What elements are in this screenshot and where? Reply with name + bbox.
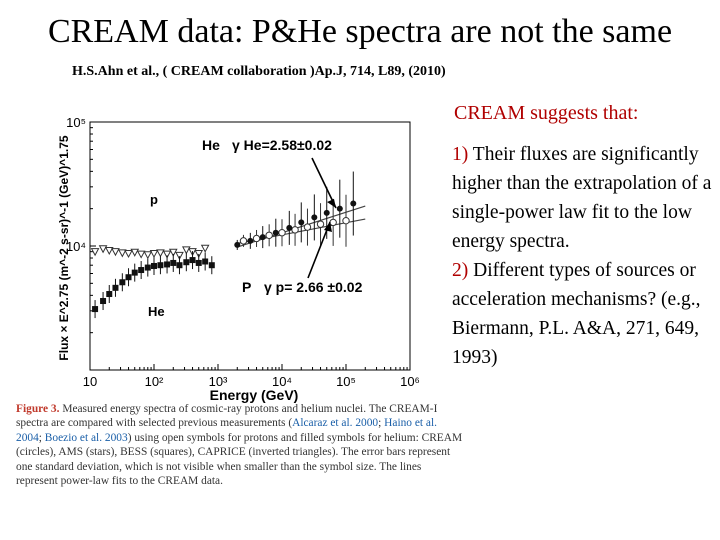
data-point-he-cream xyxy=(234,241,241,248)
series-p-label: p xyxy=(150,192,158,207)
point-2: 2) Different types of sources or acceler… xyxy=(452,256,714,372)
p-gamma-label: γ p= 2.66 ±0.02 xyxy=(264,279,363,295)
he-label: He xyxy=(202,137,220,153)
flux-chart: 10 10² 10³ 10⁴ 10⁵ 10⁶ 10⁵ 10⁴ Flux × E^2.75 (… xyxy=(14,108,424,408)
data-point-he-cream xyxy=(259,234,266,241)
he-arrow-head xyxy=(327,199,336,208)
x-tick-label: 10² xyxy=(145,374,164,389)
data-point-p xyxy=(130,248,140,257)
data-point-p-cream xyxy=(278,229,286,237)
data-point-he-cream xyxy=(323,209,330,216)
point-1: 1) Their fluxes are significantly higher… xyxy=(452,140,714,256)
x-tick-label: 10 xyxy=(83,374,97,389)
p-arrow-head xyxy=(324,222,332,232)
data-point-p xyxy=(188,248,197,257)
data-point-he-cream xyxy=(286,224,293,231)
y-tick-label: 10⁵ xyxy=(66,115,86,130)
data-point-p xyxy=(181,246,191,255)
data-point-p-cream xyxy=(303,223,312,231)
data-point-p xyxy=(117,249,127,258)
x-tick-label: 10⁴ xyxy=(272,374,292,389)
data-point-p xyxy=(162,250,172,259)
data-point-p-cream xyxy=(316,220,325,228)
data-point-p xyxy=(111,248,120,257)
data-point-p xyxy=(90,248,100,257)
data-point-p-cream xyxy=(291,226,299,234)
point-1-number: 1) xyxy=(452,144,469,165)
data-point-p-cream xyxy=(252,234,261,243)
data-point-p xyxy=(104,246,114,256)
x-tick-label: 10⁶ xyxy=(400,374,420,389)
data-point-p-cream xyxy=(265,231,273,239)
data-point-p xyxy=(149,249,159,259)
figure-caption: Figure 3. Measured energy spectra of cos… xyxy=(16,402,464,488)
x-tick-label: 10³ xyxy=(209,374,228,389)
caption-sep-2: ; xyxy=(38,431,45,444)
caption-text-1: Measured energy spectra of cosmic-ray pr… xyxy=(16,403,438,430)
data-point-p xyxy=(136,250,146,259)
right-heading: CREAM suggests that: xyxy=(454,102,639,124)
caption-ref-1[interactable]: Alcaraz et al. 2000 xyxy=(292,417,379,430)
he-gamma-label: γ He=2.58±0.02 xyxy=(232,137,332,153)
y-axis-label: Flux × E^2.75 (m^-2 s-sr)^-1 (GeV)^1.75 xyxy=(57,135,71,360)
caption-sep-1: ; xyxy=(378,417,385,430)
data-point-p xyxy=(143,251,153,260)
right-body: 1) Their fluxes are significantly higher… xyxy=(452,140,714,372)
data-point-he-cream xyxy=(298,219,305,226)
point-2-text: Different types of sources or accelerati… xyxy=(452,260,701,368)
data-point-he-cream xyxy=(350,200,357,207)
data-point-p xyxy=(156,249,165,258)
data-point-p-cream xyxy=(329,218,337,227)
data-point-he-cream xyxy=(311,214,318,221)
he-arrow xyxy=(311,157,337,209)
caption-head: Figure 3. xyxy=(16,403,60,415)
slide-title: CREAM data: P&He spectra are not the sam… xyxy=(47,13,673,50)
data-point-p xyxy=(200,244,210,253)
caption-text-2: ) using open symbols for protons and fil… xyxy=(16,431,463,488)
data-point-p xyxy=(175,251,184,260)
caption-ref-3[interactable]: Boezio et al. 2003 xyxy=(44,431,128,444)
data-point-p-cream xyxy=(239,237,248,245)
point-1-text: Their fluxes are significantly higher th… xyxy=(452,144,712,252)
p-label: P xyxy=(242,279,251,295)
p-arrow xyxy=(307,221,331,279)
caption-ref-2[interactable]: Haino et al. 2004 xyxy=(16,417,437,444)
data-point-he-cream xyxy=(272,229,279,236)
point-2-number: 2) xyxy=(452,260,469,281)
data-point-p xyxy=(168,248,178,257)
data-point-he-cream xyxy=(336,205,343,212)
y-tick-label: 10⁴ xyxy=(66,239,86,254)
series-he-label: He xyxy=(148,304,165,319)
data-point-p xyxy=(194,249,204,259)
x-axis-label: Energy (GeV) xyxy=(210,387,299,403)
data-point-p-cream xyxy=(342,216,350,225)
x-tick-label: 10⁵ xyxy=(336,374,356,389)
data-point-he-cream xyxy=(247,237,254,244)
data-point-p xyxy=(124,249,133,259)
data-point-p xyxy=(98,245,108,254)
citation: H.S.Ahn et al., ( CREAM collaboration )A… xyxy=(72,64,446,79)
